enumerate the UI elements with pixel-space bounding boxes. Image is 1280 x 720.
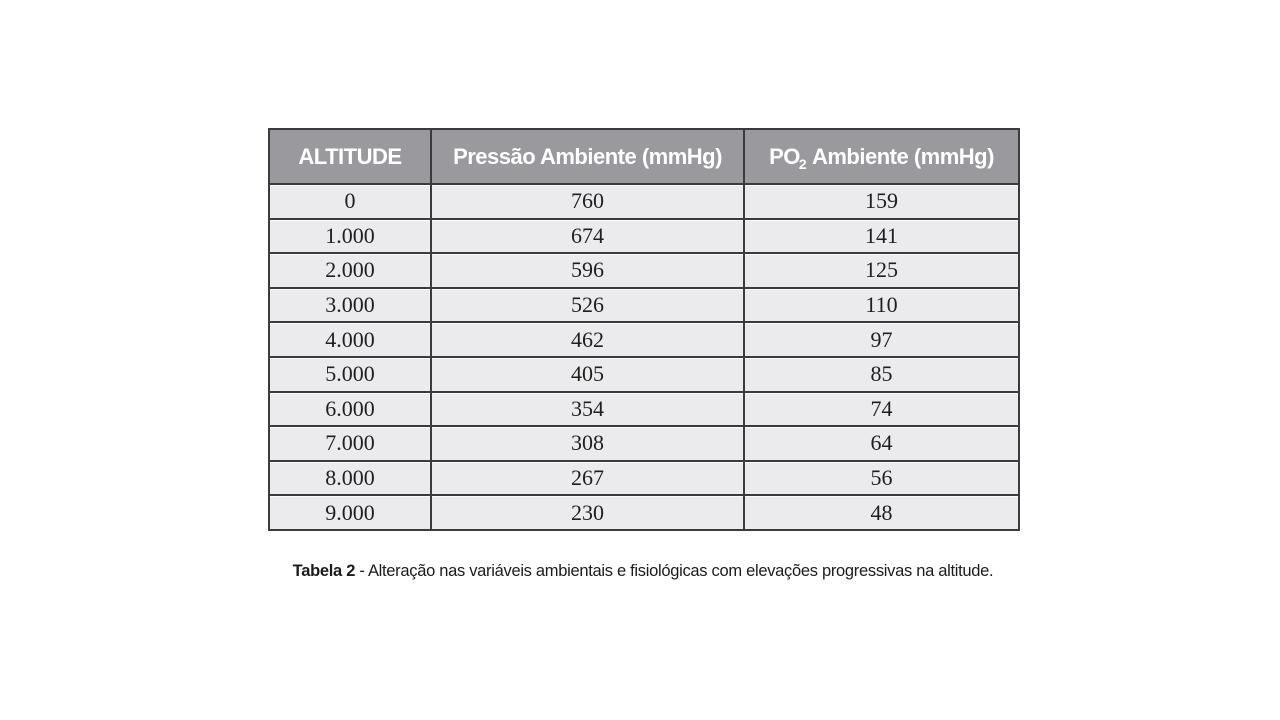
table-row: 8.000 267 56 [268, 459, 1020, 497]
cell-pressao: 674 [430, 217, 745, 255]
po2-prefix: PO [769, 143, 800, 169]
table-row: 4.000 462 97 [268, 321, 1020, 358]
cell-altitude: 3.000 [268, 286, 432, 324]
cell-po2: 110 [743, 286, 1020, 324]
table-row: 0 760 159 [268, 183, 1020, 220]
cell-po2: 141 [743, 217, 1020, 255]
cell-altitude: 0 [268, 183, 432, 220]
cell-altitude: 2.000 [268, 252, 432, 289]
cell-pressao: 596 [430, 252, 745, 289]
header-po2-ambiente: PO2 Ambiente (mmHg) [743, 128, 1020, 185]
caption-label: Tabela 2 [292, 562, 356, 580]
cell-altitude: 1.000 [268, 217, 432, 255]
cell-po2: 97 [743, 321, 1020, 358]
table-row: 9.000 230 48 [268, 494, 1020, 531]
cell-pressao: 405 [430, 355, 745, 393]
cell-po2: 125 [743, 252, 1020, 289]
table-row: 1.000 674 141 [268, 217, 1020, 255]
cell-altitude: 9.000 [268, 494, 432, 531]
cell-po2: 159 [743, 183, 1020, 220]
cell-pressao: 354 [430, 390, 745, 428]
cell-po2: 56 [743, 459, 1020, 497]
altitude-table-container: ALTITUDE Pressão Ambiente (mmHg) PO2 Amb… [268, 128, 1020, 531]
cell-po2: 64 [743, 425, 1020, 462]
cell-po2: 74 [743, 390, 1020, 428]
cell-altitude: 6.000 [268, 390, 432, 428]
table-caption: Tabela 2 - Alteração nas variáveis ambie… [268, 562, 1018, 581]
cell-altitude: 5.000 [268, 355, 432, 393]
cell-altitude: 8.000 [268, 459, 432, 497]
cell-altitude: 4.000 [268, 321, 432, 358]
cell-altitude: 7.000 [268, 425, 432, 462]
cell-pressao: 462 [430, 321, 745, 358]
table-header: ALTITUDE Pressão Ambiente (mmHg) PO2 Amb… [268, 128, 1020, 185]
cell-pressao: 308 [430, 425, 745, 462]
cell-po2: 85 [743, 355, 1020, 393]
po2-subscript: 2 [798, 155, 807, 172]
header-row: ALTITUDE Pressão Ambiente (mmHg) PO2 Amb… [268, 128, 1020, 185]
table-row: 7.000 308 64 [268, 425, 1020, 462]
header-altitude: ALTITUDE [268, 128, 432, 185]
table-row: 3.000 526 110 [268, 286, 1020, 324]
table-row: 5.000 405 85 [268, 355, 1020, 393]
table-row: 2.000 596 125 [268, 252, 1020, 289]
table-body: 0 760 159 1.000 674 141 2.000 596 125 3.… [268, 183, 1020, 531]
cell-pressao: 526 [430, 286, 745, 324]
cell-pressao: 267 [430, 459, 745, 497]
cell-po2: 48 [743, 494, 1020, 531]
altitude-table: ALTITUDE Pressão Ambiente (mmHg) PO2 Amb… [268, 128, 1020, 531]
cell-pressao: 760 [430, 183, 745, 220]
header-pressao-ambiente: Pressão Ambiente (mmHg) [430, 128, 745, 185]
cell-pressao: 230 [430, 494, 745, 531]
table-row: 6.000 354 74 [268, 390, 1020, 428]
po2-suffix: Ambiente (mmHg) [807, 143, 994, 169]
caption-text: - Alteração nas variáveis ambientais e f… [355, 562, 994, 580]
